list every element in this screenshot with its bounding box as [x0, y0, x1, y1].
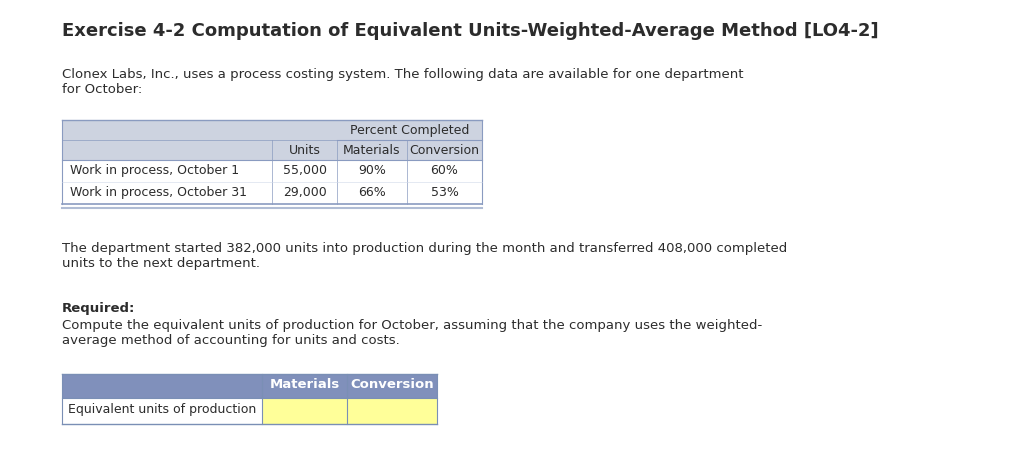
Text: 53%: 53% — [430, 186, 459, 199]
Text: Percent Completed: Percent Completed — [350, 124, 469, 137]
Text: 29,000: 29,000 — [283, 186, 327, 199]
Text: Clonex Labs, Inc., uses a process costing system. The following data are availab: Clonex Labs, Inc., uses a process costin… — [62, 68, 743, 96]
Text: Conversion: Conversion — [410, 144, 479, 157]
Text: Materials: Materials — [343, 144, 400, 157]
Text: Conversion: Conversion — [350, 378, 434, 391]
Text: 55,000: 55,000 — [283, 164, 327, 177]
Text: Work in process, October 31: Work in process, October 31 — [70, 186, 247, 199]
Bar — [62, 374, 437, 398]
Bar — [347, 398, 437, 424]
Bar — [62, 120, 482, 140]
Text: Materials: Materials — [269, 378, 340, 391]
Text: Required:: Required: — [62, 302, 135, 315]
Text: The department started 382,000 units into production during the month and transf: The department started 382,000 units int… — [62, 242, 787, 270]
Text: Exercise 4-2 Computation of Equivalent Units-Weighted-Average Method [LO4-2]: Exercise 4-2 Computation of Equivalent U… — [62, 22, 879, 40]
Text: 60%: 60% — [430, 164, 459, 177]
Text: Compute the equivalent units of production for October, assuming that the compan: Compute the equivalent units of producti… — [62, 319, 762, 347]
Bar — [62, 398, 262, 424]
Bar — [262, 398, 347, 424]
Text: Units: Units — [289, 144, 321, 157]
Bar — [62, 140, 482, 160]
Bar — [62, 160, 482, 182]
Text: Equivalent units of production: Equivalent units of production — [68, 403, 256, 416]
Text: 66%: 66% — [358, 186, 386, 199]
Text: Work in process, October 1: Work in process, October 1 — [70, 164, 240, 177]
Text: 90%: 90% — [358, 164, 386, 177]
Bar — [62, 182, 482, 204]
